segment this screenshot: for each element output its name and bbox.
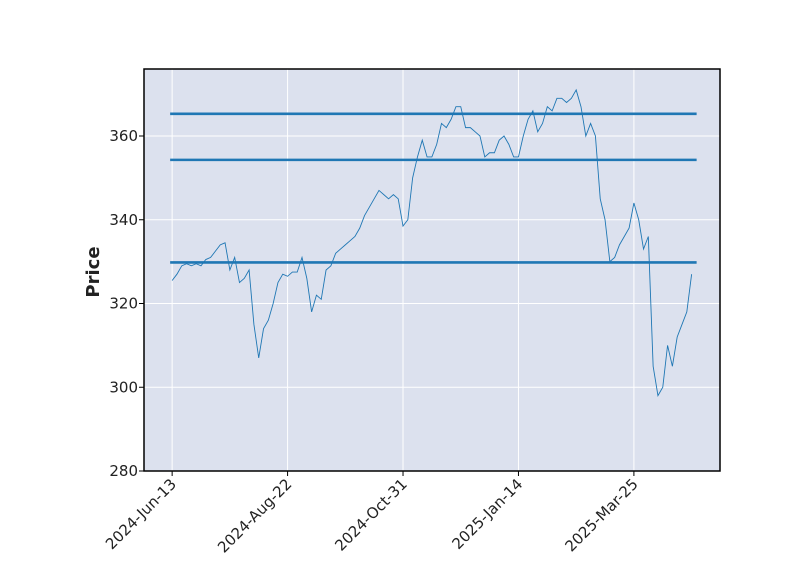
x-tick-label: 2024-Jun-13 [102, 475, 180, 553]
y-tick-label: 340 [109, 211, 138, 229]
y-tick-label: 320 [109, 295, 138, 313]
x-tick-label: 2024-Oct-31 [331, 475, 411, 555]
y-tick-label: 360 [109, 127, 138, 145]
price-line [171, 88, 693, 397]
x-tick-label: 2025-Jan-14 [448, 475, 526, 553]
x-tick-label: 2024-Aug-22 [214, 475, 295, 556]
y-axis-label: Price [83, 246, 104, 297]
y-tick-label: 300 [109, 378, 138, 396]
y-tick-label: 280 [109, 462, 138, 480]
x-tick-label: 2025-Mar-25 [562, 475, 642, 555]
axes-frame [143, 68, 721, 472]
